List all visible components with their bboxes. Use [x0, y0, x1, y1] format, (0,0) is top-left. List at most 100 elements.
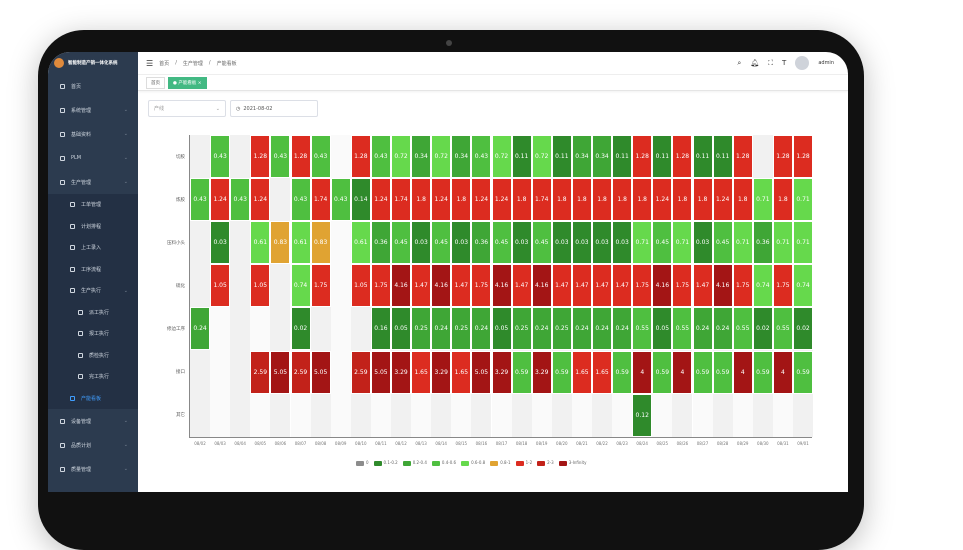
heatmap-cell[interactable]: 1.8 — [411, 178, 432, 222]
heatmap-cell[interactable]: 0.36 — [370, 221, 391, 265]
heatmap-cell[interactable]: 0.74 — [752, 264, 773, 308]
heatmap-cell[interactable]: 1.75 — [370, 264, 391, 308]
heatmap-cell[interactable]: 0.45 — [391, 221, 412, 265]
sidebar-item[interactable]: 设备管理 ⌄ — [48, 409, 138, 433]
heatmap-cell[interactable]: 0.74 — [290, 264, 311, 308]
heatmap-cell[interactable]: 1.75 — [310, 264, 331, 308]
heatmap-cell[interactable]: 1.74 — [391, 178, 412, 222]
heatmap-cell[interactable]: 0.43 — [471, 135, 492, 179]
heatmap-cell[interactable]: 0.02 — [290, 307, 311, 351]
heatmap-cell[interactable]: 4 — [732, 350, 753, 394]
heatmap-cell[interactable]: 0.59 — [712, 350, 733, 394]
heatmap-cell[interactable]: 4.16 — [652, 264, 673, 308]
heatmap-cell[interactable]: 0.03 — [411, 221, 432, 265]
heatmap-cell[interactable]: 0.24 — [692, 307, 713, 351]
heatmap-cell[interactable]: 0.55 — [732, 307, 753, 351]
heatmap-cell[interactable]: 0.03 — [612, 221, 633, 265]
heatmap-cell[interactable]: 1.8 — [551, 178, 572, 222]
heatmap-cell[interactable]: 0.24 — [531, 307, 552, 351]
heatmap-cell[interactable]: 0.55 — [772, 307, 793, 351]
heatmap-cell[interactable]: 2.59 — [290, 350, 311, 394]
heatmap-cell[interactable]: 0.59 — [793, 350, 814, 394]
heatmap-cell[interactable]: 2.59 — [250, 350, 271, 394]
heatmap-cell[interactable]: 4.16 — [712, 264, 733, 308]
legend-item[interactable]: 0.1-0.2 — [373, 460, 398, 466]
heatmap-cell[interactable]: 1.8 — [511, 178, 532, 222]
heatmap-cell[interactable]: 1.28 — [772, 135, 793, 179]
heatmap-cell[interactable]: 0.71 — [793, 178, 814, 222]
heatmap-cell[interactable]: 4.16 — [391, 264, 412, 308]
heatmap-cell[interactable]: 4 — [632, 350, 653, 394]
submenu-item[interactable]: 计划排程 — [48, 216, 138, 238]
hamburger-icon[interactable]: ☰ — [146, 58, 154, 68]
heatmap-cell[interactable]: 0.72 — [491, 135, 512, 179]
heatmap-cell[interactable]: 0.43 — [190, 178, 211, 222]
font-size-icon[interactable]: T — [782, 59, 787, 67]
heatmap-cell[interactable]: 1.8 — [672, 178, 693, 222]
heatmap-cell[interactable]: 0.24 — [712, 307, 733, 351]
heatmap-cell[interactable]: 1.8 — [772, 178, 793, 222]
heatmap-cell[interactable]: 0.11 — [551, 135, 572, 179]
heatmap-cell[interactable]: 0.03 — [210, 221, 231, 265]
line-select[interactable]: 产线 ⌄ — [148, 100, 226, 117]
heatmap-cell[interactable]: 1.8 — [592, 178, 613, 222]
heatmap-cell[interactable]: 0.83 — [270, 221, 291, 265]
heatmap-cell[interactable]: 1.8 — [451, 178, 472, 222]
heatmap-cell[interactable]: 0.03 — [451, 221, 472, 265]
heatmap-cell[interactable]: 1.65 — [592, 350, 613, 394]
heatmap-cell[interactable]: 0.61 — [290, 221, 311, 265]
heatmap-cell[interactable]: 0.45 — [652, 221, 673, 265]
heatmap-cell[interactable]: 1.05 — [250, 264, 271, 308]
submenu-item[interactable]: 工单管理 — [48, 194, 138, 216]
heatmap-cell[interactable]: 0.24 — [612, 307, 633, 351]
execution-item[interactable]: 完工执行 — [48, 366, 138, 388]
heatmap-cell[interactable]: 0.34 — [451, 135, 472, 179]
submenu-item[interactable]: 工序流程 — [48, 259, 138, 281]
heatmap-cell[interactable]: 0.25 — [411, 307, 432, 351]
heatmap-cell[interactable]: 0.24 — [592, 307, 613, 351]
heatmap-cell[interactable]: 1.75 — [772, 264, 793, 308]
heatmap-cell[interactable]: 1.65 — [451, 350, 472, 394]
heatmap-cell[interactable]: 0.25 — [551, 307, 572, 351]
heatmap-cell[interactable]: 1.8 — [612, 178, 633, 222]
heatmap-cell[interactable]: 0.43 — [270, 135, 291, 179]
sidebar-item[interactable]: 生产管理 ⌄ — [48, 170, 138, 194]
heatmap-cell[interactable]: 1.47 — [571, 264, 592, 308]
heatmap-cell[interactable]: 0.34 — [411, 135, 432, 179]
heatmap-cell[interactable]: 0.59 — [652, 350, 673, 394]
legend-item[interactable]: 0.2-0.4 — [402, 460, 427, 466]
heatmap-cell[interactable]: 5.05 — [370, 350, 391, 394]
execution-item[interactable]: 报工执行 — [48, 323, 138, 345]
heatmap-cell[interactable]: 0.24 — [471, 307, 492, 351]
heatmap-cell[interactable]: 1.8 — [571, 178, 592, 222]
heatmap-cell[interactable]: 1.8 — [692, 178, 713, 222]
heatmap-cell[interactable]: 0.24 — [190, 307, 211, 351]
heatmap-cell[interactable]: 0.71 — [772, 221, 793, 265]
heatmap-cell[interactable]: 0.05 — [491, 307, 512, 351]
heatmap-cell[interactable]: 4.16 — [431, 264, 452, 308]
heatmap-cell[interactable]: 1.28 — [793, 135, 814, 179]
heatmap-cell[interactable]: 0.55 — [632, 307, 653, 351]
heatmap-cell[interactable]: 1.47 — [592, 264, 613, 308]
heatmap-cell[interactable]: 0.61 — [350, 221, 371, 265]
heatmap-cell[interactable]: 0.45 — [712, 221, 733, 265]
heatmap-cell[interactable]: 1.05 — [210, 264, 231, 308]
heatmap-cell[interactable]: 0.45 — [431, 221, 452, 265]
heatmap-cell[interactable]: 0.14 — [350, 178, 371, 222]
heatmap-cell[interactable]: 0.43 — [310, 135, 331, 179]
heatmap-cell[interactable]: 1.28 — [250, 135, 271, 179]
sidebar-item[interactable]: 基础资料 ⌄ — [48, 122, 138, 146]
sidebar-item-capacity-board[interactable]: 产能看板 — [48, 388, 138, 410]
execution-item[interactable]: 质检执行 — [48, 345, 138, 367]
heatmap-cell[interactable]: 3.29 — [491, 350, 512, 394]
heatmap-cell[interactable]: 0.11 — [652, 135, 673, 179]
heatmap-cell[interactable]: 5.05 — [471, 350, 492, 394]
heatmap-cell[interactable]: 5.05 — [270, 350, 291, 394]
sidebar-item[interactable]: 系统管理 ⌄ — [48, 98, 138, 122]
legend-item[interactable]: 0.6-0.8 — [461, 460, 485, 466]
heatmap-cell[interactable]: 1.8 — [632, 178, 653, 222]
heatmap-cell[interactable]: 0.11 — [612, 135, 633, 179]
heatmap-cell[interactable]: 2.59 — [350, 350, 371, 394]
heatmap-cell[interactable]: 1.24 — [712, 178, 733, 222]
heatmap-cell[interactable]: 4 — [672, 350, 693, 394]
